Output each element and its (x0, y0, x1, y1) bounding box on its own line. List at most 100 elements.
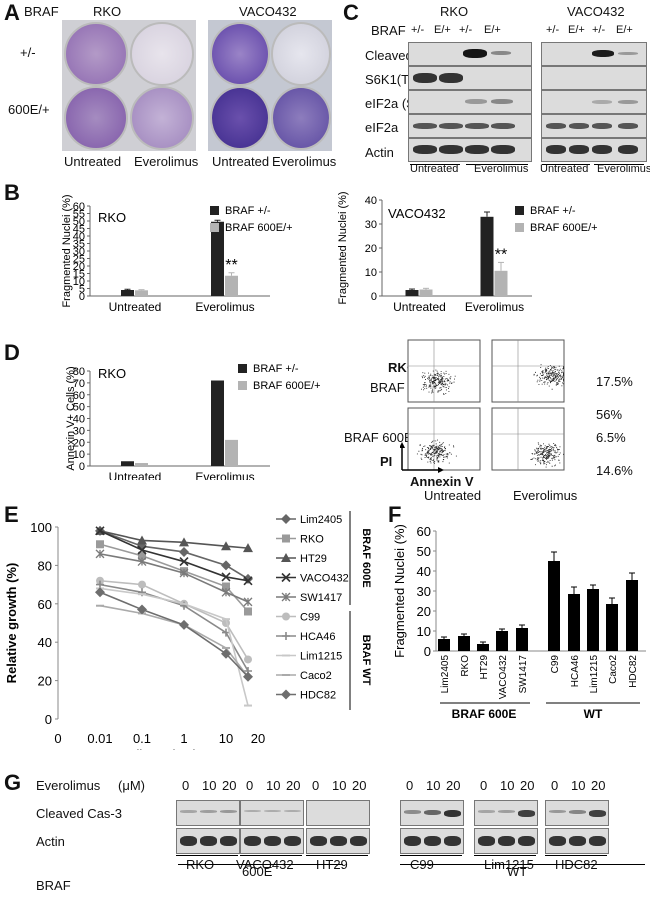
y-tick-label: 50 (73, 402, 85, 414)
band (549, 836, 566, 846)
band (330, 836, 347, 846)
band (264, 810, 281, 813)
y-tick-label: 20 (365, 243, 377, 255)
y-tick-label: 100 (30, 520, 52, 535)
band (180, 836, 197, 846)
data-point (137, 535, 147, 545)
cell-line-underline (176, 855, 238, 856)
legend-label: Lim2405 (300, 514, 342, 526)
y-tick-label: 30 (73, 246, 85, 258)
y-axis-label: Fragmented Nuclei (%) (392, 524, 407, 658)
data-point (281, 592, 291, 602)
flow-events (416, 439, 457, 464)
blot-rko-actin (408, 138, 532, 162)
group-label-600e: BRAF 600E (360, 528, 372, 587)
cell-line-underline (474, 855, 536, 856)
legend-label: BRAF 600E/+ (253, 380, 321, 392)
data-point (137, 557, 147, 567)
dose-label: 10 (500, 778, 515, 793)
band (569, 836, 586, 846)
category-label: Everolimus (195, 470, 254, 480)
data-point (95, 526, 105, 536)
y-tick-label: 0 (424, 644, 431, 659)
blot-cas3-ht29 (306, 800, 370, 826)
band (589, 836, 606, 846)
data-point (281, 553, 291, 562)
x-tick-label: 20 (251, 731, 265, 746)
annexin-arrow-head (438, 467, 444, 473)
series-line (99, 604, 249, 678)
legend-label: BRAF +/- (253, 363, 299, 375)
panel-c-line-rko: RKO (440, 4, 469, 19)
data-point (221, 648, 231, 659)
data-point (244, 607, 252, 616)
data-point (243, 576, 253, 586)
panel-a-line-rko: RKO (93, 4, 122, 19)
bar (225, 439, 238, 466)
panel-c-geno-5: +/- (546, 24, 560, 36)
legend-swatch (210, 223, 219, 232)
legend-label: BRAF +/- (530, 205, 576, 217)
chart-e-growth: 0 20 40 60 80 100 0 0.01 0.1 1 10 20 Relative growth… (4, 511, 372, 750)
y-tick-label: 20 (38, 674, 52, 689)
dose-label: 20 (222, 778, 237, 793)
bar (626, 580, 638, 651)
panel-a-line-vaco432: VACO432 (239, 4, 297, 19)
panel-c-line-vaco432: VACO432 (567, 4, 625, 19)
y-tick-label: 50 (417, 544, 431, 559)
flow-cytometry-plots (400, 339, 565, 473)
blot-actin-c99 (400, 828, 464, 854)
dose-label: 10 (266, 778, 281, 793)
crystal-violet-plate-vaco432 (208, 20, 332, 151)
category-label: HCA46 (570, 655, 581, 688)
band (404, 836, 421, 846)
y-tick-label: 40 (417, 564, 431, 579)
panel-g-gene: BRAF (36, 878, 71, 893)
category-label: Everolimus (465, 300, 524, 314)
flow-col-untreated: Untreated (424, 488, 482, 503)
flow-events (421, 369, 456, 396)
band (220, 836, 237, 846)
blot-rko-eif2a-s51 (408, 90, 532, 114)
y-tick-label: 5 (79, 284, 85, 296)
chart-title: RKO (98, 366, 126, 381)
y-tick-label: 70 (73, 378, 85, 390)
band (244, 810, 261, 813)
blot-vaco-s6k1 (541, 66, 647, 90)
data-point (179, 556, 189, 567)
panel-c-cond-untreated: Untreated (410, 163, 459, 175)
y-axis-label: Annexin V+ Cells (%) (65, 366, 77, 470)
blot-actin-vaco432 (240, 828, 304, 854)
data-point (282, 612, 290, 621)
panel-a-col-everolimus-2: Everolimus (272, 154, 337, 169)
data-point (138, 580, 146, 589)
well-vaco-het-everolimus (271, 22, 331, 86)
bar (211, 221, 224, 296)
panel-g-group-line-wt (400, 864, 645, 865)
legend-swatch (515, 223, 524, 232)
blot-vaco-eif2a (541, 114, 647, 138)
legend-label: VACO432 (300, 573, 349, 585)
y-axis-label: Fragmented Nuclei (%) (337, 191, 349, 304)
panel-d-label: D (4, 340, 20, 365)
bar (516, 628, 528, 651)
data-point (221, 572, 231, 582)
data-point (95, 587, 105, 598)
panel-g-blot-cas3: Cleaved Cas-3 (36, 806, 122, 821)
y-axis-label: Fragmented Nuclei (%) (61, 194, 73, 307)
panel-a-gene: BRAF (24, 4, 59, 19)
significance-marker: ** (495, 246, 507, 263)
dose-label: 20 (591, 778, 606, 793)
blot-actin-lim1215 (474, 828, 538, 854)
bar (494, 270, 508, 296)
band (478, 810, 495, 813)
band (264, 836, 281, 846)
y-tick-label: 15 (73, 269, 85, 281)
cell-line-underline (545, 855, 607, 856)
data-point (179, 537, 189, 547)
flow-pct-3: 6.5% (596, 430, 626, 445)
panel-g-unit: (μM) (118, 778, 145, 793)
blot-cas3-c99 (400, 800, 464, 826)
panel-b-label: B (4, 180, 20, 205)
